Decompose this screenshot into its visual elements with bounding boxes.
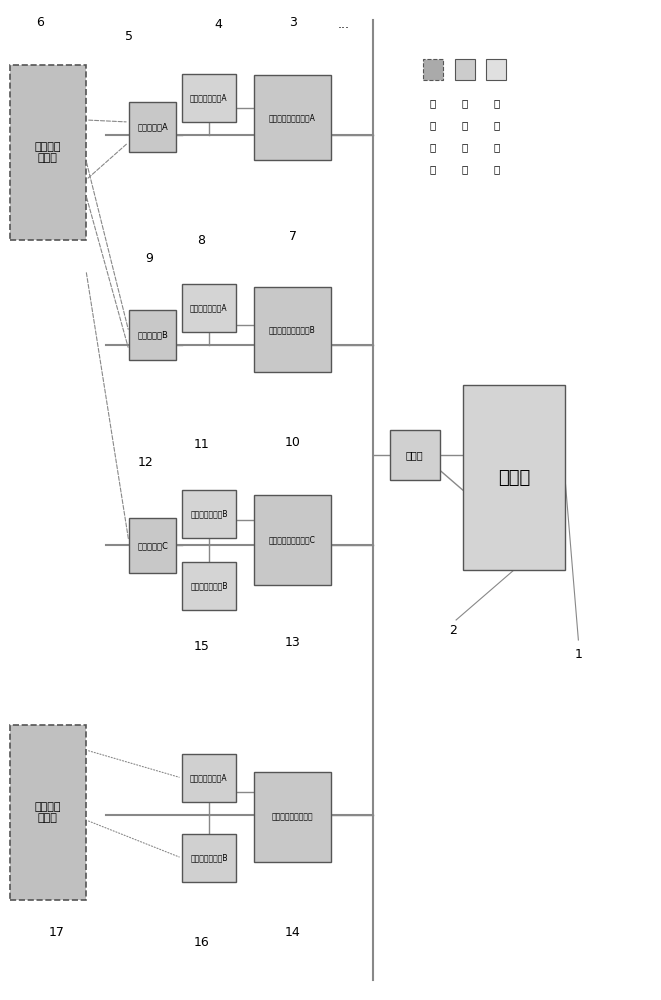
- Text: 7: 7: [289, 231, 297, 243]
- Text: 14: 14: [285, 926, 301, 938]
- Text: 12: 12: [137, 456, 153, 468]
- Text: 能源路由器C: 能源路由器C: [137, 541, 168, 550]
- Text: 13: 13: [285, 636, 301, 648]
- Text: 16: 16: [194, 936, 210, 948]
- Text: 15: 15: [194, 641, 210, 654]
- Text: 集: 集: [461, 98, 468, 108]
- FancyBboxPatch shape: [129, 518, 176, 573]
- Text: 17: 17: [48, 926, 64, 938]
- Text: 4: 4: [214, 18, 222, 31]
- Text: 分: 分: [493, 98, 500, 108]
- Text: 集中式光伏电源A: 集中式光伏电源A: [190, 774, 227, 782]
- FancyBboxPatch shape: [182, 490, 236, 538]
- FancyBboxPatch shape: [129, 102, 176, 152]
- Text: 分布式光伏电源B: 分布式光伏电源B: [190, 509, 227, 518]
- Text: 消耗电网用户管理器C: 消耗电网用户管理器C: [269, 536, 316, 544]
- FancyBboxPatch shape: [423, 59, 443, 80]
- Text: 2: 2: [449, 624, 457, 637]
- Text: 配电求: 配电求: [406, 450, 424, 460]
- FancyBboxPatch shape: [254, 75, 330, 160]
- Text: 消: 消: [430, 98, 436, 108]
- Text: 消耗电网用户管理器B: 消耗电网用户管理器B: [269, 325, 316, 334]
- FancyBboxPatch shape: [254, 287, 330, 372]
- FancyBboxPatch shape: [254, 495, 330, 585]
- Text: 分布式光伏电源A: 分布式光伏电源A: [190, 94, 227, 103]
- Text: 布: 布: [493, 120, 500, 130]
- Text: 中: 中: [461, 120, 468, 130]
- Text: ...: ...: [338, 18, 350, 31]
- FancyBboxPatch shape: [182, 562, 236, 610]
- Text: 消耗电网用户管理器A: 消耗电网用户管理器A: [269, 113, 316, 122]
- Text: 8: 8: [198, 233, 206, 246]
- Text: 10: 10: [285, 436, 301, 448]
- FancyBboxPatch shape: [254, 772, 330, 862]
- Text: 能源路由器A: 能源路由器A: [137, 122, 168, 131]
- FancyBboxPatch shape: [182, 754, 236, 802]
- Text: 式: 式: [461, 142, 468, 152]
- Text: 式: 式: [493, 142, 500, 152]
- Text: 集中式光伏电源B: 集中式光伏电源B: [190, 854, 227, 862]
- Text: 分布式光伏电源A: 分布式光伏电源A: [190, 303, 227, 312]
- Text: 网: 网: [430, 164, 436, 174]
- Text: 耗: 耗: [430, 120, 436, 130]
- FancyBboxPatch shape: [10, 65, 86, 240]
- FancyBboxPatch shape: [463, 385, 565, 570]
- FancyBboxPatch shape: [10, 725, 86, 900]
- FancyBboxPatch shape: [129, 310, 176, 360]
- Text: 9: 9: [145, 251, 153, 264]
- FancyBboxPatch shape: [390, 430, 440, 480]
- FancyBboxPatch shape: [486, 59, 506, 80]
- Text: 图: 图: [461, 164, 468, 174]
- Text: 消耗电网用户管理器: 消耗电网用户管理器: [272, 812, 313, 822]
- Text: 电: 电: [430, 142, 436, 152]
- Text: 电力网: 电力网: [498, 468, 530, 487]
- FancyBboxPatch shape: [182, 834, 236, 882]
- Text: 5: 5: [125, 30, 133, 43]
- Text: 消耗电网
集中图: 消耗电网 集中图: [34, 802, 61, 823]
- Text: 能源路由器B: 能源路由器B: [137, 330, 168, 340]
- FancyBboxPatch shape: [182, 74, 236, 122]
- FancyBboxPatch shape: [182, 284, 236, 332]
- Text: 图: 图: [493, 164, 500, 174]
- Text: 分布式光伏电源B: 分布式光伏电源B: [190, 581, 227, 590]
- Text: 6: 6: [36, 15, 44, 28]
- Text: 11: 11: [194, 438, 210, 452]
- FancyBboxPatch shape: [455, 59, 475, 80]
- Text: 1: 1: [574, 648, 582, 662]
- Text: 3: 3: [289, 15, 297, 28]
- Text: 消耗电网
分布图: 消耗电网 分布图: [34, 142, 61, 163]
